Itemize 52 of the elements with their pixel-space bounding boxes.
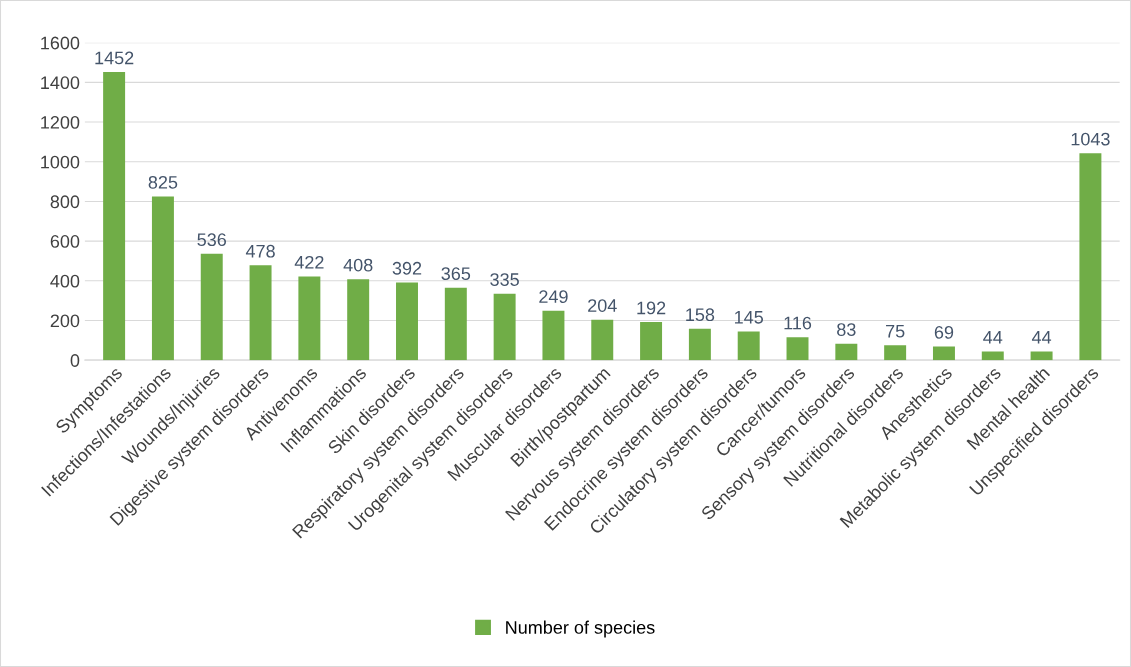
data-label: 408 — [343, 258, 373, 272]
bar — [396, 282, 418, 361]
legend-label: Number of species — [506, 620, 655, 638]
y-tick-label: 1400 — [41, 76, 80, 90]
data-label: 422 — [294, 255, 324, 269]
data-label: 145 — [735, 311, 764, 324]
bar — [835, 343, 858, 361]
data-label: 83 — [837, 323, 856, 336]
data-label: 44 — [1031, 331, 1052, 344]
bar — [151, 196, 174, 361]
bar — [981, 351, 1004, 361]
y-tick-label: 1200 — [41, 116, 80, 129]
data-label: 44 — [983, 331, 1003, 344]
data-label: 478 — [245, 244, 275, 258]
data-label: 249 — [539, 290, 568, 304]
bar — [444, 287, 467, 361]
data-label: 365 — [441, 267, 471, 281]
bar — [200, 253, 223, 361]
data-label: 825 — [148, 175, 178, 189]
bar — [932, 346, 955, 361]
data-label: 69 — [934, 325, 954, 339]
bar — [737, 331, 760, 361]
y-tick-label: 0 — [70, 354, 80, 367]
data-label: 392 — [392, 261, 422, 275]
bar — [103, 72, 126, 361]
data-label: 204 — [588, 299, 617, 312]
y-tick-label: 400 — [50, 274, 80, 288]
bar — [591, 319, 614, 361]
bar — [298, 276, 321, 361]
bar — [1079, 153, 1102, 361]
y-tick-label: 600 — [50, 235, 80, 248]
data-label: 1043 — [1071, 132, 1110, 146]
data-label: 158 — [686, 308, 715, 322]
y-tick-label: 1000 — [41, 155, 80, 169]
data-label: 1452 — [95, 51, 134, 65]
data-label: 536 — [197, 233, 227, 247]
bar — [493, 293, 516, 361]
y-tick-label: 1600 — [41, 36, 80, 50]
bar — [347, 279, 370, 361]
data-label: 75 — [886, 324, 905, 338]
data-label: 116 — [784, 316, 812, 330]
bar — [542, 310, 565, 361]
bar — [640, 322, 663, 361]
bar — [884, 345, 907, 361]
y-tick-label: 200 — [50, 314, 80, 328]
bar — [249, 265, 272, 361]
data-label: 335 — [490, 273, 519, 286]
data-label: 192 — [637, 301, 666, 315]
bar — [688, 328, 711, 361]
y-tick-label: 800 — [50, 195, 80, 209]
bar — [786, 337, 809, 361]
bar — [1030, 351, 1053, 361]
